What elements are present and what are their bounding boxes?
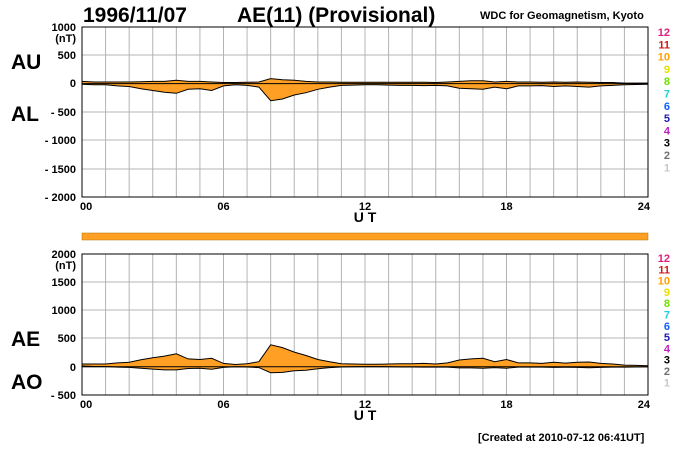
station-count-label: 10 xyxy=(658,276,670,288)
station-count-label: 2 xyxy=(664,150,670,162)
chart-date: 1996/11/07 xyxy=(83,4,187,27)
chart-title: AE(11) (Provisional) xyxy=(237,4,436,27)
station-count-label: 12 xyxy=(658,253,670,265)
series-line-AU xyxy=(81,78,648,84)
y-tick-label: 1000 xyxy=(52,305,76,317)
station-count-label: 9 xyxy=(664,287,670,299)
station-count-label: 8 xyxy=(664,298,670,310)
station-count-label: 4 xyxy=(664,343,671,355)
created-timestamp: [Created at 2010-07-12 06:41UT] xyxy=(478,432,645,444)
station-count-label: 5 xyxy=(664,332,670,344)
y-tick-label: - 1500 xyxy=(45,164,76,176)
y-tick-label: - 1000 xyxy=(45,135,76,147)
x-tick-label: 00 xyxy=(80,201,92,213)
station-count-label: 12 xyxy=(658,27,670,39)
x-tick-label: 06 xyxy=(217,399,229,411)
plot-frame xyxy=(81,253,649,396)
x-tick-label: 00 xyxy=(80,399,92,411)
lower-label-bottom-panel: AO xyxy=(11,371,43,394)
x-tick-label: 18 xyxy=(500,201,512,213)
station-count-label: 11 xyxy=(658,264,670,276)
station-count-label: 8 xyxy=(664,76,670,88)
y-tick-label: 0 xyxy=(70,78,76,90)
x-tick-label: 24 xyxy=(638,201,651,213)
station-count-label: 5 xyxy=(664,113,670,125)
station-count-label: 1 xyxy=(664,377,670,389)
y-tick-label: 500 xyxy=(58,50,76,62)
station-count-label: 3 xyxy=(664,138,670,150)
station-count-label: 11 xyxy=(658,39,670,51)
x-tick-label: 24 xyxy=(638,399,651,411)
x-tick-label: 18 xyxy=(500,399,512,411)
plot-frame xyxy=(81,26,649,198)
y-tick-label: 0 xyxy=(70,362,76,374)
station-count-label: 9 xyxy=(664,64,670,76)
station-count-label: 3 xyxy=(664,355,670,367)
station-count-label: 2 xyxy=(664,366,670,378)
y-tick-label: - 500 xyxy=(51,107,76,119)
x-tick-label: 12 xyxy=(359,399,371,411)
station-count-label: 4 xyxy=(664,125,671,137)
x-axis-label: U T xyxy=(354,407,377,423)
x-axis-label: U T xyxy=(354,209,377,225)
upper-label-top-panel: AU xyxy=(11,51,42,74)
station-count-label: 7 xyxy=(664,89,670,101)
series-line-AE xyxy=(82,344,649,367)
area-fill-AE-AO xyxy=(82,344,648,373)
y-tick-label: - 500 xyxy=(51,390,76,402)
lower-label-top-panel: AL xyxy=(11,103,39,126)
x-tick-label: 06 xyxy=(217,201,229,213)
y-unit-label: (nT) xyxy=(55,260,76,272)
station-count-label: 7 xyxy=(664,310,670,322)
y-tick-label: - 2000 xyxy=(45,192,76,204)
station-count-label: 10 xyxy=(658,52,670,64)
upper-label-bottom-panel: AE xyxy=(11,328,41,351)
y-unit-label: (nT) xyxy=(55,33,76,45)
data-source: WDC for Geomagnetism, Kyoto xyxy=(480,10,644,22)
y-tick-label: 1000 xyxy=(52,22,76,34)
y-tick-label: 2000 xyxy=(52,249,76,261)
x-tick-label: 12 xyxy=(359,201,371,213)
series-line-AL xyxy=(81,83,649,102)
station-count-label: 6 xyxy=(664,101,670,113)
separator-bar xyxy=(81,232,649,241)
station-count-label: 6 xyxy=(664,321,670,333)
y-tick-label: 1500 xyxy=(52,277,76,289)
y-tick-label: 500 xyxy=(58,333,76,345)
station-count-label: 1 xyxy=(664,162,670,174)
